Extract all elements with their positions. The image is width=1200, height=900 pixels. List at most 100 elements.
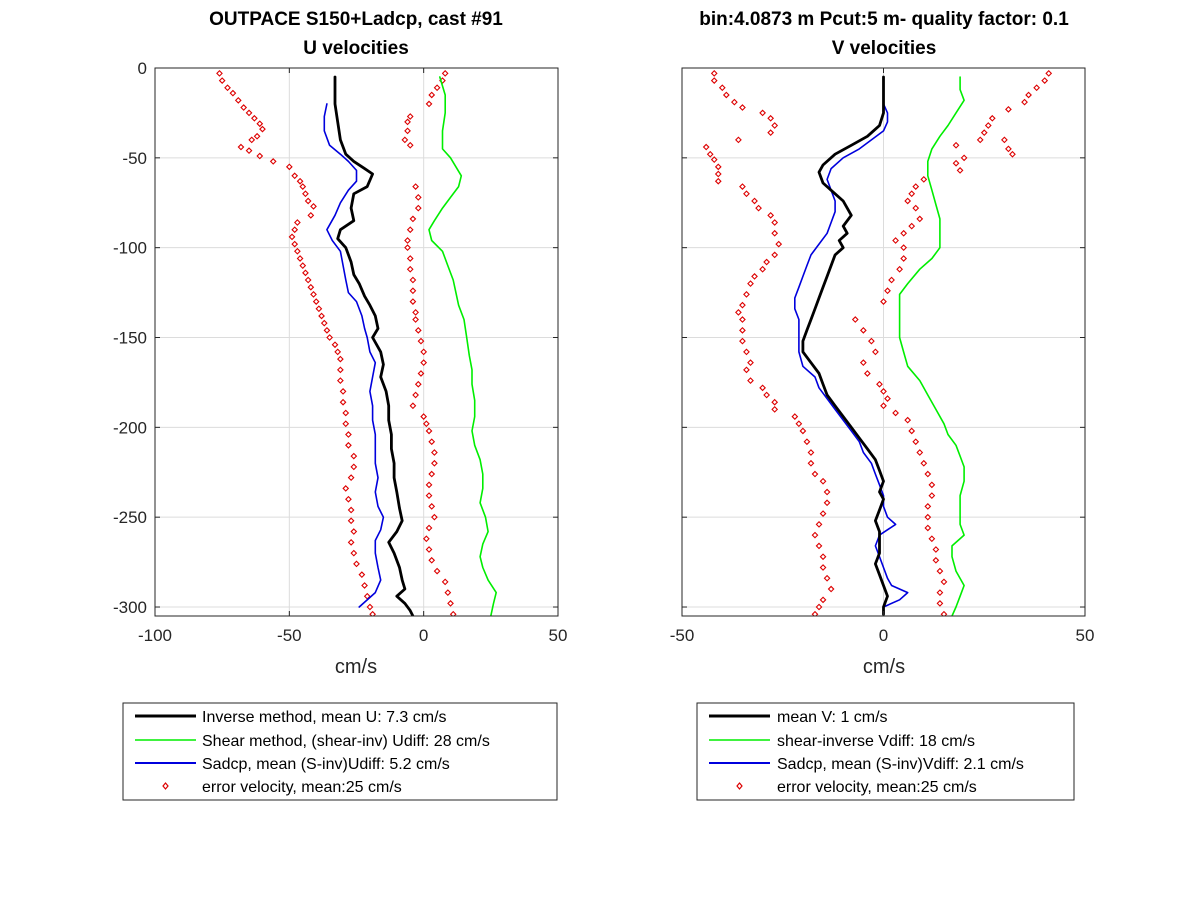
v-error-velocity-point <box>916 215 924 223</box>
u-error-velocity-point <box>269 158 277 165</box>
u-error-velocity-point <box>339 398 347 406</box>
v-error-velocity-point <box>735 136 742 144</box>
u-error-velocity-point <box>441 70 449 77</box>
v-error-velocity-point <box>722 91 730 99</box>
u-error-velocity-point <box>428 556 436 564</box>
u-error-velocity-point <box>431 513 438 521</box>
u-error-velocity-point <box>310 202 317 210</box>
v-x-tick-label: 0 <box>879 626 888 645</box>
v-error-velocity-point <box>868 337 875 345</box>
u-error-velocity-point <box>431 459 438 467</box>
u-error-velocity-point <box>361 582 368 589</box>
u-error-velocity-point <box>256 120 264 128</box>
v-error-velocity-point <box>952 141 960 149</box>
v-error-velocity-point <box>976 136 984 144</box>
v-error-velocity-point <box>743 190 750 198</box>
u-error-velocity-point <box>310 291 317 298</box>
u-error-velocity-point <box>433 567 441 575</box>
v-x-tick-label: 50 <box>1076 626 1095 645</box>
u-error-velocity-point <box>307 283 315 291</box>
u-error-velocity-point <box>404 237 411 244</box>
u-x-tick-label: 50 <box>549 626 568 645</box>
v-error-velocity-point <box>819 510 827 517</box>
v-error-velocity-point <box>739 326 746 334</box>
v-error-velocity-point <box>936 589 944 597</box>
v-error-velocity-point <box>912 438 920 446</box>
v-error-velocity-point <box>936 567 944 575</box>
u-error-velocity-point <box>350 452 358 460</box>
v-error-velocity-point <box>880 388 887 395</box>
u-error-velocity-point <box>420 348 428 356</box>
u-error-velocity-point <box>237 143 245 151</box>
u-error-velocity-point <box>428 91 436 99</box>
u-error-velocity-point <box>353 560 360 568</box>
v-legend-box <box>696 702 1075 801</box>
v-error-velocity-point <box>888 276 895 284</box>
v-error-velocity-point <box>743 366 750 374</box>
v-error-velocity-point <box>714 163 722 171</box>
u-error-velocity-point <box>251 114 258 122</box>
v-error-velocity-point <box>924 470 932 478</box>
v-error-velocity-point <box>928 481 936 489</box>
v-error-velocity-point <box>928 535 936 543</box>
v-error-velocity-point <box>747 359 754 367</box>
u-error-velocity-point <box>331 341 339 349</box>
v-error-velocity-point <box>823 488 831 496</box>
u-error-velocity-point <box>347 517 355 525</box>
v-error-velocity-point <box>859 326 867 334</box>
v-error-velocity-point <box>884 287 891 295</box>
v-error-velocity-point <box>924 524 932 532</box>
u-error-velocity-point <box>404 127 411 135</box>
v-error-velocity-point <box>759 265 766 273</box>
v-series-line-2 <box>794 103 909 608</box>
u-error-velocity-point <box>323 326 331 334</box>
v-error-velocity-point <box>908 222 916 230</box>
v-error-velocity-point <box>803 438 811 446</box>
u-error-velocity-point <box>347 506 355 514</box>
u-x-tick-label: -100 <box>138 626 172 645</box>
v-error-velocity-point <box>1009 150 1016 158</box>
u-error-velocity-point <box>425 524 433 532</box>
u-y-tick-label: -100 <box>113 239 147 258</box>
v-error-velocity-point <box>904 416 912 424</box>
v-error-velocity-point <box>799 427 807 435</box>
v-error-velocity-point <box>791 413 799 420</box>
u-legend-sadcp: Sadcp, mean (S-inv)Udiff: 5.2 cm/s <box>202 756 450 773</box>
u-error-velocity-point <box>299 262 307 270</box>
u-error-velocity-point <box>304 197 312 205</box>
u-error-velocity-point <box>245 109 253 117</box>
u-y-tick-label: -150 <box>113 329 147 348</box>
u-legend: Inverse method, mean U: 7.3 cm/s Shear m… <box>122 702 558 801</box>
u-error-velocity-point <box>245 147 253 155</box>
u-error-velocity-point <box>339 388 347 395</box>
v-error-velocity-point <box>823 499 831 507</box>
u-error-velocity-point <box>320 319 328 327</box>
v-error-velocity-point <box>735 308 742 316</box>
u-error-velocity-point <box>420 413 428 420</box>
u-error-velocity-point <box>412 316 419 323</box>
u-series-line-0 <box>333 75 415 616</box>
v-error-velocity-point <box>1045 70 1053 77</box>
u-error-velocity-point <box>444 589 452 597</box>
v-error-velocity-point <box>827 585 835 593</box>
v-error-velocity-point <box>884 395 891 402</box>
u-error-velocity-point <box>431 449 438 456</box>
v-x-tick-label: -50 <box>670 626 695 645</box>
u-x-tick-label: 0 <box>419 626 428 645</box>
v-error-velocity-point <box>924 513 932 521</box>
v-error-velocity-point <box>900 244 908 252</box>
v-error-velocity-point <box>743 291 750 298</box>
u-error-velocity-point <box>218 77 226 84</box>
v-error-velocity-point <box>739 104 746 111</box>
u-error-velocity-point <box>318 312 325 320</box>
v-error-velocity-point <box>984 122 992 129</box>
u-error-velocity-point <box>224 84 231 92</box>
u-error-velocity-point <box>412 391 419 399</box>
v-error-velocity-point <box>739 337 746 345</box>
u-error-velocity-point <box>406 113 414 120</box>
v-error-velocity-point <box>1005 105 1012 113</box>
v-error-velocity-point <box>1041 77 1049 84</box>
u-error-velocity-point <box>412 308 419 316</box>
v-error-velocity-point <box>940 610 948 616</box>
